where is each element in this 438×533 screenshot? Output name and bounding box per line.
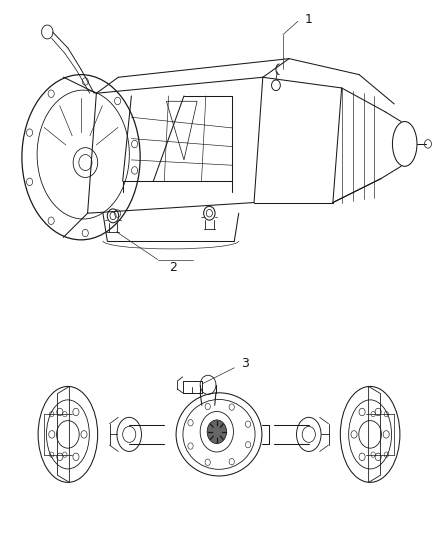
Circle shape xyxy=(207,420,226,443)
Text: 1: 1 xyxy=(304,13,312,26)
Text: 2: 2 xyxy=(169,261,177,274)
Text: 3: 3 xyxy=(241,357,249,370)
